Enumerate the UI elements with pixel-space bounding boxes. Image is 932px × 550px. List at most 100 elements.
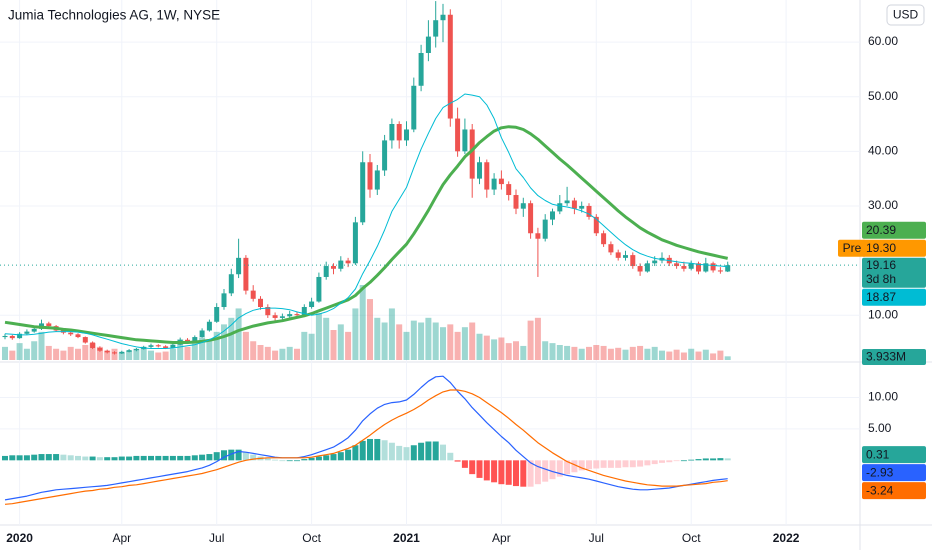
macd-histogram-bar bbox=[250, 454, 257, 461]
axis-value-label: 19.30 bbox=[866, 241, 896, 255]
ma-value-box bbox=[862, 288, 926, 306]
candle-body bbox=[623, 255, 628, 258]
volume-bar bbox=[89, 343, 96, 360]
candle-body bbox=[506, 184, 512, 196]
volume-bar bbox=[155, 352, 162, 360]
candle-body bbox=[265, 307, 271, 316]
volume-bar bbox=[600, 345, 607, 360]
macd-histogram-bar bbox=[388, 442, 395, 461]
macd-histogram-bar bbox=[191, 455, 198, 461]
candle-body bbox=[433, 20, 439, 37]
macd-histogram-bar bbox=[403, 447, 410, 461]
macd-histogram-bar bbox=[469, 460, 476, 475]
macd-histogram-bar bbox=[31, 454, 38, 461]
macd-histogram-bar bbox=[162, 455, 169, 461]
macd-histogram-bar bbox=[213, 452, 220, 461]
volume-bar bbox=[564, 345, 571, 360]
macd-histogram-bar bbox=[600, 460, 607, 468]
candle-body bbox=[360, 162, 366, 223]
candle-body bbox=[133, 349, 139, 351]
macd-histogram-bar bbox=[637, 460, 644, 467]
macd-histogram-bar bbox=[381, 440, 388, 461]
volume-bar bbox=[250, 341, 257, 360]
volume-bar bbox=[476, 333, 483, 360]
candle-body bbox=[404, 129, 409, 141]
y-tick-label: 10.00 bbox=[868, 390, 898, 404]
macd-value-box bbox=[862, 464, 926, 482]
macd-histogram-bar bbox=[498, 460, 505, 485]
x-tick-label: Oct bbox=[302, 531, 321, 545]
macd-histogram-bar bbox=[695, 459, 702, 461]
candle-body bbox=[352, 222, 358, 264]
candle-body bbox=[323, 266, 329, 277]
candle-body bbox=[703, 263, 709, 272]
candle-body bbox=[630, 255, 636, 267]
candle-body bbox=[688, 263, 694, 269]
volume-bar bbox=[294, 348, 300, 360]
volume-bar bbox=[447, 324, 454, 360]
volume-bar bbox=[673, 349, 680, 360]
candle-body bbox=[272, 315, 278, 318]
macd-histogram-bar bbox=[710, 458, 717, 461]
macd-histogram-bar bbox=[593, 460, 600, 469]
macd-histogram-bar bbox=[330, 454, 337, 461]
candle-body bbox=[696, 263, 701, 272]
x-tick-label: 2020 bbox=[6, 531, 33, 545]
volume-bar bbox=[534, 317, 541, 360]
macd-histogram-bar bbox=[432, 441, 439, 461]
candle-body bbox=[535, 233, 541, 239]
candle-body bbox=[389, 124, 395, 141]
volume-bar bbox=[461, 327, 468, 360]
candle-body bbox=[345, 260, 351, 264]
volume-bar bbox=[513, 341, 519, 360]
volume-bar bbox=[651, 346, 658, 360]
volume-bar bbox=[191, 343, 198, 360]
macd-line bbox=[4, 375, 728, 501]
macd-histogram-bar bbox=[82, 456, 89, 461]
candle-body bbox=[294, 314, 300, 316]
x-tick-label: Jul bbox=[209, 531, 224, 545]
volume-bar bbox=[323, 317, 330, 360]
candle-body bbox=[418, 52, 424, 86]
volume-bar bbox=[717, 350, 724, 360]
candle-body bbox=[206, 321, 212, 331]
candle-body bbox=[9, 335, 15, 339]
volume-bar bbox=[96, 346, 103, 360]
candle-body bbox=[564, 200, 570, 204]
macd-histogram-bar bbox=[651, 460, 658, 465]
candle-body bbox=[601, 233, 607, 245]
macd-histogram-bar bbox=[724, 458, 731, 461]
macd-histogram-bar bbox=[242, 452, 249, 461]
axis-value-label: -2.93 bbox=[866, 465, 894, 479]
macd-histogram-bar bbox=[169, 455, 176, 461]
macd-histogram-bar bbox=[367, 438, 373, 461]
currency-box[interactable] bbox=[886, 4, 925, 26]
candle-body bbox=[75, 334, 81, 338]
volume-bar bbox=[359, 285, 366, 360]
y-tick-label: 30.00 bbox=[868, 198, 898, 212]
currency[interactable]: USD bbox=[893, 8, 919, 22]
x-tick-label: Jul bbox=[589, 531, 604, 545]
macd-histogram-bar bbox=[644, 460, 651, 466]
macd-histogram-bar bbox=[483, 460, 490, 481]
volume-bar bbox=[184, 346, 191, 360]
volume-bar bbox=[272, 350, 279, 360]
volume-bar bbox=[425, 317, 432, 360]
macd-histogram-bar bbox=[491, 460, 498, 483]
volume-bar bbox=[367, 299, 373, 360]
macd-histogram-bar bbox=[527, 460, 534, 487]
candle-body bbox=[2, 335, 8, 338]
macd-histogram-bar bbox=[199, 454, 206, 461]
macd-histogram-bar bbox=[177, 455, 184, 461]
candle-body bbox=[367, 162, 373, 190]
candle-body bbox=[279, 316, 285, 318]
macd-histogram-bar bbox=[556, 460, 563, 477]
premarket-label: Pre bbox=[843, 241, 862, 255]
volume-bar bbox=[16, 343, 23, 360]
macd-histogram-bar bbox=[410, 445, 417, 461]
macd-histogram-bar bbox=[264, 458, 271, 461]
candle-body bbox=[425, 36, 431, 53]
volume-bar bbox=[82, 345, 89, 360]
candle-body bbox=[243, 257, 249, 291]
candle-body bbox=[586, 205, 592, 217]
